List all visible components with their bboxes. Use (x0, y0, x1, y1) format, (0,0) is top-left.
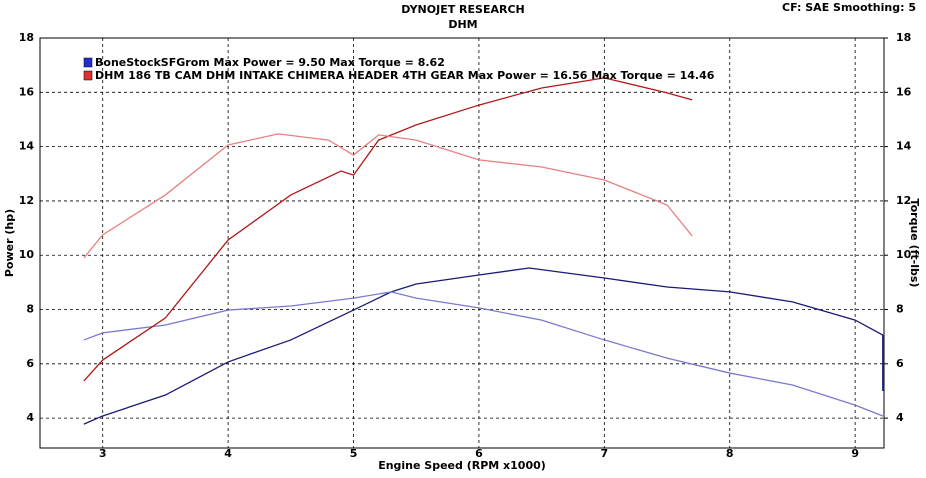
y-tick-label: 4 (26, 411, 34, 424)
x-tick-label: 8 (726, 447, 734, 460)
x-tick-label: 4 (224, 447, 232, 460)
plot-frame (39, 37, 885, 449)
y-tick-label: 6 (26, 357, 34, 370)
y-tick-label: 10 (19, 248, 35, 261)
y2-tick-label: 18 (896, 31, 911, 44)
y2-tick-label: 16 (896, 85, 912, 98)
y2-tick-label: 12 (896, 194, 911, 207)
y2-tick-label: 6 (896, 357, 904, 370)
y-tick-label: 12 (19, 194, 34, 207)
y2-axis-label: Torque (ft-lbs) (908, 199, 921, 288)
y-tick-label: 18 (19, 31, 34, 44)
y-tick-label: 8 (26, 303, 34, 316)
x-axis-label: Engine Speed (RPM x1000) (378, 459, 546, 472)
chart-title: DYNOJET RESEARCH (401, 3, 524, 16)
series-line (83, 133, 693, 259)
y2-tick-label: 10 (896, 248, 912, 261)
y-tick-label: 16 (19, 85, 35, 98)
chart-subtitle: DHM (448, 18, 477, 31)
legend-entry: DHM 186 TB CAM DHM INTAKE CHIMERA HEADER… (95, 69, 715, 82)
x-tick-label: 6 (475, 447, 483, 460)
x-tick-label: 9 (851, 447, 859, 460)
x-tick-label: 3 (99, 447, 107, 460)
y-axis-label: Power (hp) (3, 209, 16, 277)
legend-swatch (83, 70, 93, 81)
x-tick-label: 5 (350, 447, 358, 460)
legend-entry: BoneStockSFGrom Max Power = 9.50 Max Tor… (95, 56, 445, 69)
legend-swatch (83, 57, 93, 68)
y2-tick-label: 14 (896, 140, 912, 153)
y2-tick-label: 8 (896, 303, 904, 316)
series-line (83, 77, 693, 382)
x-tick-label: 7 (601, 447, 609, 460)
y2-tick-label: 4 (896, 411, 904, 424)
corner-note: CF: SAE Smoothing: 5 (782, 1, 916, 14)
series-line (83, 267, 884, 425)
y-tick-label: 14 (19, 140, 35, 153)
series-line (83, 291, 883, 417)
